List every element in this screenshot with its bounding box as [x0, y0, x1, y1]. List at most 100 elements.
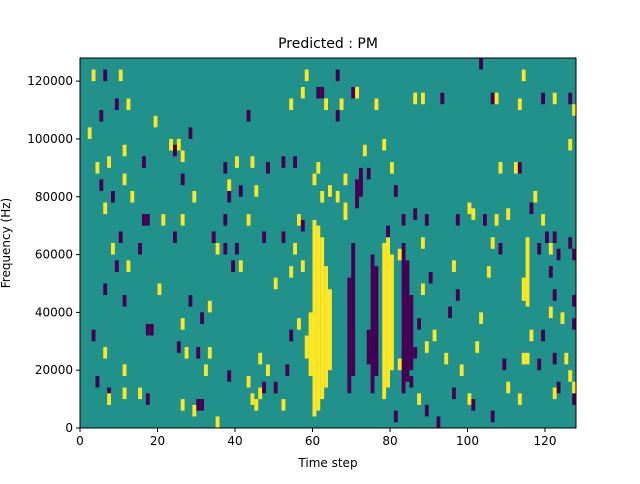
heatmap-cell [483, 214, 487, 226]
heatmap-cell [409, 375, 414, 388]
heatmap-cell [266, 364, 270, 376]
heatmap-cell [424, 341, 429, 353]
heatmap-cell [176, 138, 181, 151]
heatmap-cell [223, 243, 228, 255]
heatmap-cell [122, 144, 127, 157]
heatmap-band [525, 237, 530, 307]
heatmap-cell [200, 399, 204, 411]
heatmap-cell [188, 127, 193, 139]
heatmap-cell [390, 162, 394, 174]
heatmap-band [328, 289, 332, 371]
x-tick-label: 20 [150, 434, 165, 448]
heatmap-cell [506, 208, 511, 220]
heatmap-cell [440, 92, 445, 105]
heatmap-band [316, 225, 321, 411]
heatmap-cell [138, 387, 142, 400]
heatmap-cell [176, 341, 181, 353]
heatmap-cell [235, 156, 239, 168]
heatmap-cell [114, 98, 119, 111]
plot-frame [79, 57, 577, 429]
heatmap-cell [316, 162, 321, 174]
heatmap-cell [281, 231, 286, 243]
heatmap-cell [138, 243, 142, 255]
heatmap-cell [118, 231, 123, 243]
heatmap-cell [343, 173, 348, 186]
heatmap-cell [471, 399, 476, 411]
heatmap-cell [235, 243, 239, 255]
heatmap-cell [417, 318, 421, 330]
heatmap-cell [556, 381, 561, 394]
heatmap-cell [207, 347, 212, 359]
heatmap-cell [297, 318, 301, 330]
chart-title: Predicted : PM [278, 36, 378, 52]
x-tick-label: 0 [76, 434, 84, 448]
heatmap-cell [196, 399, 201, 411]
heatmap-cell [572, 318, 576, 330]
heatmap-cell [397, 358, 402, 371]
heatmap-cell [490, 92, 495, 105]
heatmap-cell [169, 138, 173, 151]
heatmap-cell [289, 329, 294, 342]
heatmap-cell [95, 162, 100, 174]
heatmap-cell [529, 202, 534, 215]
heatmap-cell [421, 92, 425, 105]
heatmap-cell [103, 347, 108, 359]
heatmap-cell [215, 243, 220, 255]
heatmap-cell [351, 86, 356, 99]
heatmap-cell [479, 58, 483, 70]
heatmap-cell [130, 190, 135, 203]
heatmap-cell [335, 69, 340, 82]
heatmap-cell [227, 179, 232, 191]
heatmap-cell [382, 138, 387, 151]
heatmap-band [521, 277, 526, 301]
y-tick-label: 120000 [27, 74, 73, 88]
heatmap-cell [111, 190, 115, 203]
heatmap-cell [142, 214, 146, 226]
heatmap-cell [328, 185, 332, 197]
heatmap-cell [91, 69, 96, 82]
heatmap-cell [184, 347, 189, 359]
heatmap-cell [568, 370, 573, 382]
heatmap-cell [227, 190, 232, 203]
heatmap-cell [541, 214, 545, 226]
heatmap-cell [200, 312, 204, 324]
heatmap-cell [238, 260, 243, 272]
heatmap-cell [223, 214, 228, 226]
heatmap-cell [552, 387, 557, 400]
heatmap-cell [254, 185, 259, 197]
heatmap-band [324, 266, 328, 388]
heatmap-cell [421, 283, 425, 296]
heatmap-cell [180, 214, 185, 226]
heatmap-cell [455, 289, 460, 301]
heatmap-cell [514, 162, 518, 174]
heatmap-cell [568, 237, 573, 249]
heatmap-cell [413, 208, 418, 220]
heatmap-cells [87, 58, 576, 428]
heatmap-cell [293, 156, 297, 168]
y-tick-label: 0 [65, 421, 73, 435]
heatmap-cell [262, 381, 266, 394]
heatmap-cell [568, 92, 573, 105]
heatmap-cell [149, 323, 154, 336]
heatmap-cell [107, 393, 111, 405]
heatmap-cell [517, 393, 522, 405]
heatmap-cell [316, 86, 321, 99]
heatmap-cell [490, 237, 495, 249]
heatmap-cell [103, 69, 108, 82]
heatmap-cell [517, 98, 522, 111]
heatmap-cell [320, 86, 325, 99]
heatmap-cell [494, 92, 499, 105]
heatmap-cell [173, 231, 177, 243]
heatmap-cell [157, 283, 162, 296]
heatmap-cell [300, 260, 305, 272]
heatmap-cell [424, 404, 429, 417]
heatmap-cell [362, 144, 367, 157]
heatmap-cell [517, 162, 522, 174]
heatmap-cell [95, 375, 100, 388]
x-axis-label: Time step [297, 456, 357, 470]
heatmap-cell [525, 352, 530, 365]
heatmap-cell [297, 214, 301, 226]
heatmap-cell [215, 416, 220, 428]
heatmap-cell [207, 300, 212, 313]
heatmap-cell [552, 231, 557, 243]
